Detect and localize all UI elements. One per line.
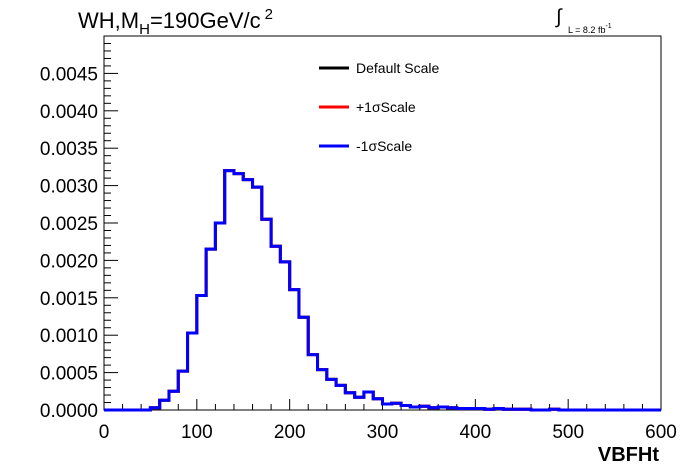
integral-icon: ∫ [556,6,562,28]
x-tick-label: 100 [181,422,213,443]
y-tick-label: 0.0040 [40,102,98,123]
series-group [104,169,661,412]
x-tick-label: 500 [552,422,584,443]
x-tick-label: 400 [459,422,491,443]
x-tick-label: 200 [274,422,306,443]
x-tick-label: 0 [99,422,110,443]
x-tick-label: 300 [367,422,399,443]
y-tick-label: 0.0030 [40,177,98,198]
y-tick-label: 0.0025 [40,214,98,235]
series-line [104,169,661,412]
y-tick-label: 0.0035 [40,139,98,160]
y-tick-label: 0.0015 [40,289,98,310]
y-tick-label: 0.0020 [40,251,98,272]
y-tick-label: 0.0010 [40,326,98,347]
y-tick-label: 0.0000 [40,401,98,422]
y-tick-label: 0.0045 [40,64,98,85]
series-line [104,169,661,412]
legend-label: +1σScale [356,99,416,115]
chart-title: WH,MH=190GeV/c 2 [78,6,273,38]
legend: Default Scale +1σScale -1σScale [319,60,439,154]
y-axis: 0.0000 0.0005 0.0010 0.0015 0.0020 0.0025 0.00… [40,42,118,422]
x-axis-label: VBFHt [598,444,659,466]
y-tick-label: 0.0005 [40,364,98,385]
x-axis: 0 100 200 300 400 500 600 [99,399,677,443]
legend-label: -1σScale [356,138,412,154]
x-tick-label: 600 [645,422,677,443]
series-line [104,169,661,412]
legend-label: Default Scale [356,60,439,76]
